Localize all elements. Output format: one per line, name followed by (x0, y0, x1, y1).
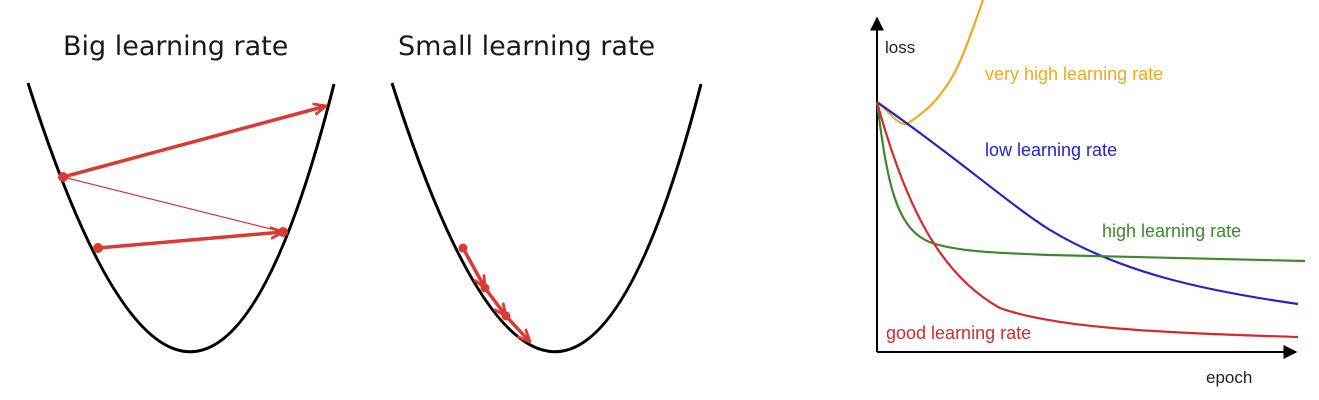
loss-epoch-chart: loss epoch very high learning rate low l… (870, 0, 1306, 387)
loss-bowl-curve (26, 82, 336, 354)
high-learning-rate-curve (875, 101, 1306, 263)
step-point (480, 283, 490, 293)
step-point (458, 243, 468, 253)
good-learning-rate-curve (875, 101, 1299, 339)
thin-bounce-line (62, 176, 284, 233)
big-learning-rate-panel: Big learning rate (26, 31, 336, 354)
big-learning-rate-title: Big learning rate (63, 31, 288, 62)
step-arrow-2 (62, 106, 326, 179)
y-axis-label: loss (885, 38, 915, 57)
step-point (93, 243, 103, 253)
very-high-learning-rate-label: very high learning rate (985, 64, 1163, 84)
very-high-learning-rate-curve (876, 0, 985, 126)
step-arrow-1 (97, 232, 283, 250)
small-step-arrow-1 (461, 247, 485, 288)
small-step-arrow-2 (483, 286, 506, 316)
good-learning-rate-label: good learning rate (886, 323, 1031, 343)
small-learning-rate-title: Small learning rate (398, 31, 655, 62)
step-point (501, 311, 511, 321)
small-step-arrow-3 (504, 314, 530, 342)
small-learning-rate-panel: Small learning rate (390, 31, 703, 354)
x-axis-label: epoch (1206, 368, 1252, 387)
step-point (278, 227, 288, 237)
loss-bowl-curve (390, 82, 703, 354)
step-point (58, 172, 68, 182)
high-learning-rate-label: high learning rate (1102, 221, 1241, 241)
low-learning-rate-label: low learning rate (985, 140, 1117, 160)
low-learning-rate-curve (876, 101, 1299, 306)
